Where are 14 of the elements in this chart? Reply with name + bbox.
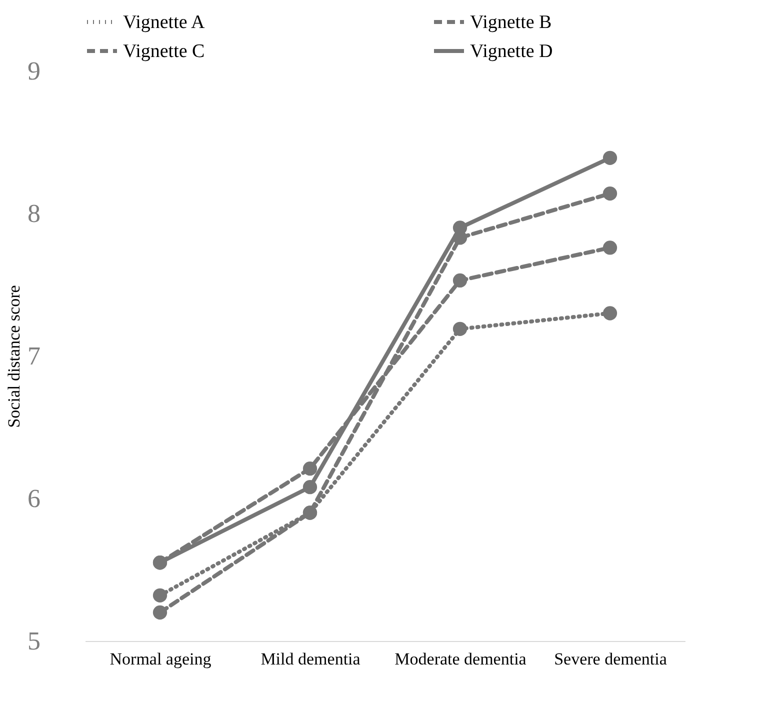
y-tick-label: 6 (28, 484, 40, 513)
x-tick-label: Normal ageing (110, 650, 212, 668)
x-tick-label: Moderate dementia (394, 650, 527, 668)
y-axis-title: Social distance score (4, 285, 24, 428)
legend-label: Vignette C (123, 41, 205, 62)
x-tick-label: Mild dementia (260, 650, 361, 668)
x-tick-label: Severe dementia (554, 650, 668, 668)
legend-label: Vignette A (123, 12, 205, 33)
legend-label: Vignette B (470, 12, 552, 33)
y-tick-label: 5 (28, 626, 40, 656)
legend-label: Vignette D (470, 41, 553, 62)
y-tick-label: 7 (28, 342, 40, 370)
y-tick-label: 9 (28, 56, 40, 86)
y-tick-label: 8 (28, 199, 40, 228)
